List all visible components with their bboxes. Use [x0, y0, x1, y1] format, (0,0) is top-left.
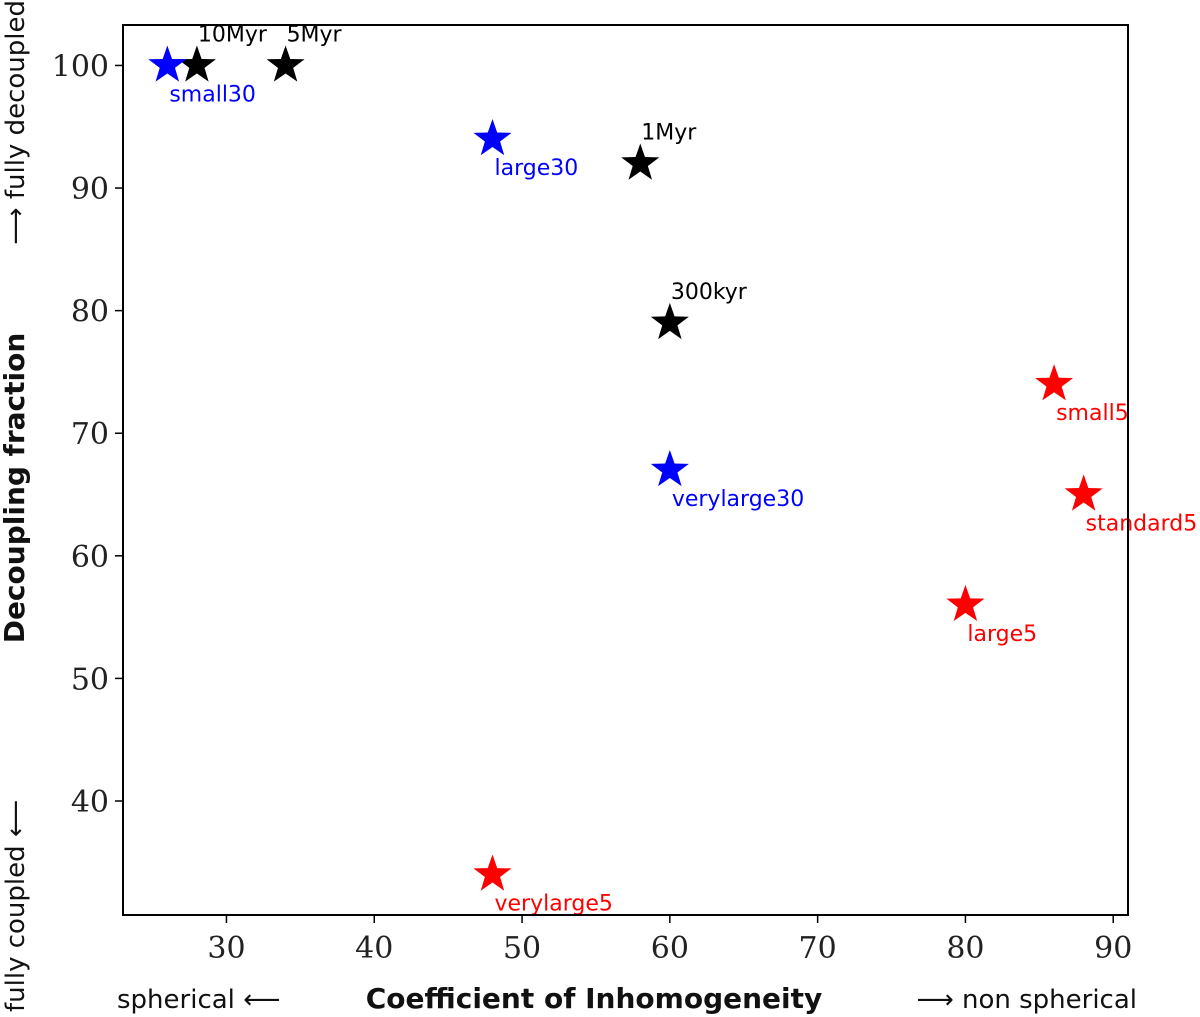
star-10Myr: [177, 45, 216, 82]
star-small30: [148, 45, 187, 82]
point-label-300kyr: 300kyr: [671, 280, 748, 305]
y-tick-label: 60: [71, 540, 109, 575]
x-note-left: spherical ⟵: [117, 985, 280, 1015]
star-large5: [946, 584, 985, 622]
plot-frame: [122, 24, 1129, 916]
point-label-5Myr: 5Myr: [287, 22, 343, 47]
star-markers: 10Myr 5Myr 1Myr 300kyr small30 large30 verylar…: [148, 22, 1198, 917]
x-tick-label: 60: [651, 931, 689, 966]
y-tick-label: 40: [71, 785, 109, 820]
star-standard5: [1064, 474, 1103, 511]
star-verylarge30: [650, 450, 689, 487]
y-tick-label: 70: [71, 417, 109, 452]
point-label-verylarge30: verylarge30: [672, 487, 804, 512]
x-tick-label: 90: [1094, 931, 1132, 966]
y-note-bottom: fully coupled ⟵: [1, 800, 31, 1012]
point-label-small5: small5: [1056, 401, 1129, 426]
y-note-top: ⟶ fully decoupled: [1, 0, 31, 245]
star-large30: [473, 119, 512, 156]
point-label-large5: large5: [967, 622, 1037, 647]
y-tick-label: 100: [52, 49, 109, 84]
star-5Myr: [266, 45, 305, 82]
x-tick-label: 70: [799, 931, 837, 966]
tick-group: 30 40 50 60 70 80 90 40 50 60 70 80 90 100: [52, 49, 1133, 966]
y-tick-label: 80: [71, 295, 109, 330]
star-300kyr: [650, 302, 689, 340]
y-tick-label: 50: [71, 662, 109, 697]
x-axis-title: Coefficient of Inhomogeneity: [366, 982, 823, 1015]
x-tick-label: 50: [503, 931, 541, 966]
point-label-small30: small30: [169, 82, 256, 107]
point-label-1Myr: 1Myr: [641, 121, 697, 146]
point-label-10Myr: 10Myr: [198, 22, 268, 47]
x-tick-label: 80: [946, 931, 984, 966]
x-note-right: ⟶ non spherical: [916, 985, 1137, 1015]
point-label-standard5: standard5: [1086, 512, 1198, 537]
x-tick-label: 40: [355, 931, 393, 966]
star-1Myr: [621, 143, 660, 180]
star-verylarge5: [473, 854, 512, 891]
point-label-verylarge5: verylarge5: [494, 892, 612, 917]
star-small5: [1035, 364, 1074, 401]
x-tick-label: 30: [207, 931, 245, 966]
y-axis-title: Decoupling fraction: [0, 333, 31, 644]
y-tick-label: 90: [71, 172, 109, 207]
point-label-large30: large30: [494, 156, 578, 181]
